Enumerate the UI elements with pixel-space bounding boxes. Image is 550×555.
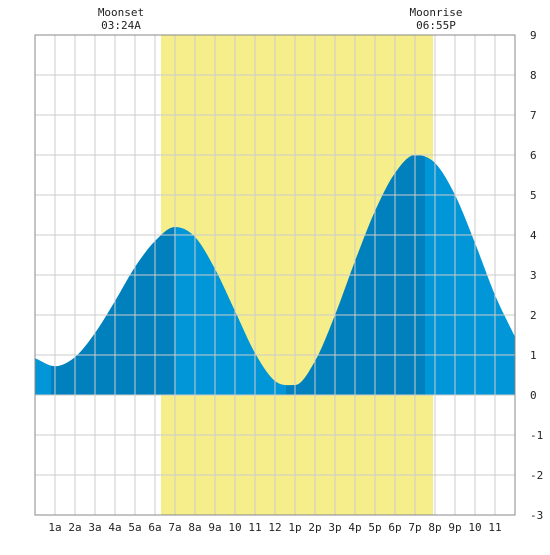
x-tick-label: 7a [168,521,181,534]
moonset-label-block: Moonset 03:24A [81,6,161,32]
plot-frame [34,34,516,516]
falling-tide-segment [425,156,515,395]
y-tick-label: -2 [530,469,543,482]
moonset-time: 03:24A [101,19,141,32]
y-tick-label: 6 [530,149,537,162]
y-tick-label: 0 [530,389,537,402]
x-tick-label: 9a [208,521,221,534]
x-tick-label: 9p [448,521,461,534]
x-tick-label: 1a [48,521,61,534]
x-tick-label: 11 [488,521,501,534]
x-tick-label: 6a [148,521,161,534]
x-tick-label: 8p [428,521,441,534]
moonrise-label: Moonrise [409,6,463,19]
x-tick-label: 2p [308,521,321,534]
x-tick-label: 3p [328,521,341,534]
y-tick-label: -3 [530,509,543,522]
x-tick-label: 1p [288,521,301,534]
moonset-label: Moonset [97,6,145,19]
x-tick-label: 10 [468,521,481,534]
y-tick-label: 5 [530,189,537,202]
moonrise-time: 06:55P [416,19,456,32]
falling-tide-segment [174,227,286,395]
moonrise-label-block: Moonrise 06:55P [396,6,476,32]
y-tick-label: 1 [530,349,537,362]
rising-tide-segment [51,227,174,395]
y-tick-label: 3 [530,269,537,282]
y-tick-label: 2 [530,309,537,322]
x-tick-label: 2a [68,521,81,534]
x-tick-label: 5a [128,521,141,534]
y-tick-label: -1 [530,429,543,442]
x-tick-label: 8a [188,521,201,534]
y-tick-label: 8 [530,69,537,82]
x-tick-label: 3a [88,521,101,534]
y-tick-label: 7 [530,109,537,122]
y-tick-label: 9 [530,29,537,42]
falling-tide-segment [35,358,51,395]
x-tick-label: 10 [228,521,241,534]
x-tick-label: 4p [348,521,361,534]
x-tick-label: 7p [408,521,421,534]
x-tick-label: 4a [108,521,121,534]
y-tick-label: 4 [530,229,537,242]
x-tick-label: 12 [268,521,281,534]
x-tick-label: 6p [388,521,401,534]
x-tick-label: 5p [368,521,381,534]
x-tick-label: 11 [248,521,261,534]
